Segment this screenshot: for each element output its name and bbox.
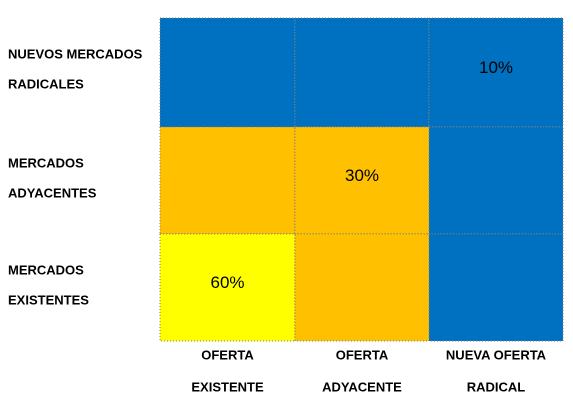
cell-value: 30% (345, 166, 379, 185)
row-label: NUEVOS MERCADOS (8, 46, 143, 61)
matrix-cell (159, 17, 296, 128)
row-label: ADYACENTES (8, 185, 97, 200)
column-label: OFERTA (336, 347, 389, 362)
column-label: NUEVA OFERTA (446, 347, 547, 362)
column-label: EXISTENTE (191, 379, 264, 394)
row-label: RADICALES (8, 76, 84, 91)
cell-value: 60% (210, 273, 244, 292)
matrix-cell (428, 17, 564, 128)
matrix-cell (159, 126, 296, 235)
matrix-cell (294, 17, 430, 128)
cell-value: 10% (479, 58, 513, 77)
row-label: MERCADOS (8, 155, 84, 170)
column-label: OFERTA (201, 347, 254, 362)
matrix-cell (428, 233, 564, 342)
matrix-cell (294, 126, 430, 235)
matrix-cell (428, 126, 564, 235)
matrix-cell (294, 233, 430, 342)
column-label: ADYACENTE (322, 379, 402, 394)
matrix-cell (159, 233, 296, 342)
column-label: RADICAL (467, 379, 526, 394)
row-label: MERCADOS (8, 262, 84, 277)
row-label: EXISTENTES (8, 292, 89, 307)
